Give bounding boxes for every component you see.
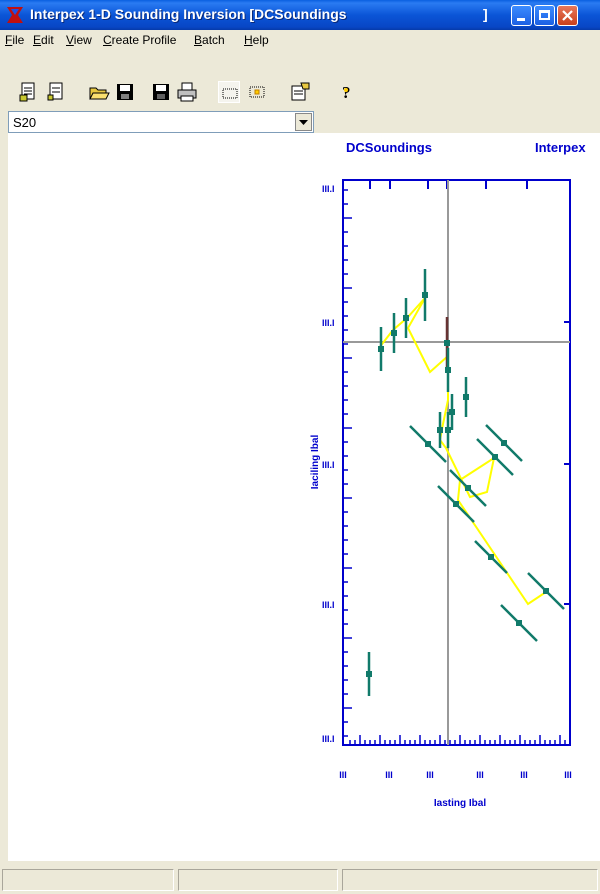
select-rect-button[interactable]: [218, 81, 240, 103]
data-point: [391, 330, 397, 336]
x-tick-label: III: [564, 770, 572, 780]
status-pane-2: [178, 869, 338, 891]
data-point: [516, 620, 522, 626]
properties-icon: [291, 82, 310, 101]
data-point: [488, 554, 494, 560]
data-point: [366, 671, 372, 677]
x-tick-label: III: [520, 770, 528, 780]
new-doc-button[interactable]: [18, 81, 40, 103]
print-button[interactable]: [176, 81, 198, 103]
data-point: [422, 292, 428, 298]
window-title: Interpex 1-D Sounding Inversion [DCSound…: [30, 6, 347, 22]
help-icon: ?: [342, 83, 351, 102]
close-icon: [562, 10, 573, 21]
y-tick-label: III.I: [322, 318, 335, 328]
maximize-icon: [539, 10, 550, 20]
data-point: [449, 409, 455, 415]
save-as-button[interactable]: [150, 81, 172, 103]
window-title-tail: ]: [483, 6, 488, 22]
new-doc-2-button[interactable]: [45, 81, 67, 103]
status-bar: [0, 866, 600, 894]
data-point: [425, 441, 431, 447]
x-tick-label: III: [339, 770, 347, 780]
x-axis-label: Iasting Ibal: [434, 798, 486, 809]
maximize-button[interactable]: [534, 5, 555, 26]
select-point-button[interactable]: [246, 81, 268, 103]
sounding-plot[interactable]: DCSoundings InterpexIII.IIII.IIII.IIII.II…: [8, 133, 600, 861]
x-tick-label: III: [476, 770, 484, 780]
y-tick-label: III.I: [322, 184, 335, 194]
minimize-icon: [517, 18, 525, 21]
data-point: [492, 454, 498, 460]
y-tick-label: III.I: [322, 460, 335, 470]
open-folder-icon: [89, 87, 110, 100]
menu-batch[interactable]: Batch: [194, 33, 225, 47]
model-line: [378, 297, 547, 606]
y-tick-label: III.I: [322, 734, 335, 744]
toolbar: ?: [0, 50, 600, 106]
data-point: [465, 485, 471, 491]
dropdown-button[interactable]: [295, 113, 312, 131]
data-point: [437, 427, 443, 433]
save-as-icon: [153, 84, 169, 100]
save-button[interactable]: [114, 81, 136, 103]
minimize-button[interactable]: [511, 5, 532, 26]
menu-bar: File Edit View Create Profile Batch Help: [0, 30, 600, 50]
plot-left-label: DCSoundings: [346, 140, 432, 155]
menu-help[interactable]: Help: [244, 33, 269, 47]
menu-create-profile[interactable]: Create Profile: [103, 33, 177, 47]
save-icon: [117, 84, 133, 100]
data-point: [444, 340, 450, 346]
help-button[interactable]: ?: [336, 81, 358, 103]
chevron-down-icon: [299, 120, 308, 125]
svg-text:?: ?: [342, 83, 351, 102]
select-point-icon: [249, 86, 265, 98]
status-pane-3: [342, 869, 598, 891]
title-bar[interactable]: Interpex 1-D Sounding Inversion [DCSound…: [0, 0, 600, 30]
data-point: [543, 588, 549, 594]
status-pane-1: [2, 869, 174, 891]
plot-area[interactable]: DCSoundings Interpex III.I III.I III.I III.I I…: [8, 133, 600, 861]
plot-frame: [342, 179, 571, 746]
menu-edit[interactable]: Edit: [33, 33, 54, 47]
close-button[interactable]: [557, 5, 578, 26]
menu-file[interactable]: File: [5, 33, 25, 47]
data-point: [445, 367, 451, 373]
select-rect-icon: [222, 88, 238, 99]
data-point: [445, 427, 451, 433]
print-icon: [177, 82, 197, 102]
x-tick-label: III: [426, 770, 434, 780]
new-doc-2-icon: [47, 82, 63, 101]
data-point: [501, 440, 507, 446]
data-point: [378, 346, 384, 352]
y-tick-label: III.I: [322, 600, 335, 610]
y-axis-label: Iaciling Ibal: [310, 435, 321, 490]
properties-button[interactable]: [289, 81, 311, 103]
new-doc-icon: [19, 82, 35, 102]
sounding-select[interactable]: S20: [8, 111, 314, 133]
menu-view[interactable]: View: [66, 33, 92, 47]
data-point: [403, 315, 409, 321]
plot-right-label: Interpex: [535, 140, 586, 155]
open-button[interactable]: [88, 81, 110, 103]
data-point: [453, 501, 459, 507]
sounding-select-value: S20: [13, 115, 37, 130]
data-point: [463, 394, 469, 400]
x-tick-label: III: [385, 770, 393, 780]
app-icon: [7, 7, 23, 23]
